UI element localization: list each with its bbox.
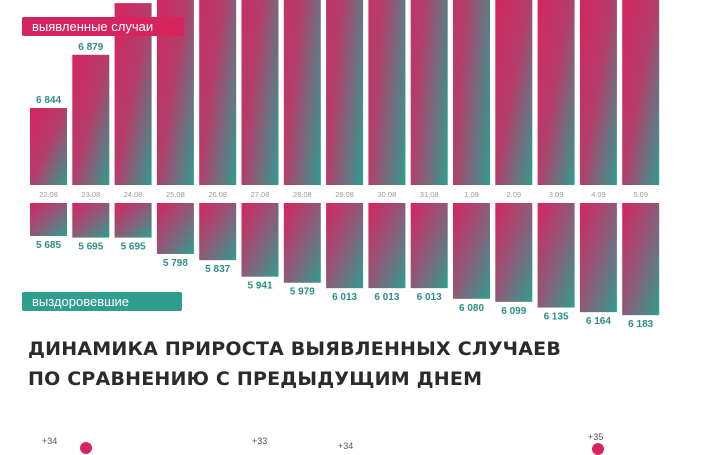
data-label-recovered: 6 080	[459, 303, 484, 314]
heading-line-2: ПО СРАВНЕНИЮ С ПРЕДЫДУЩИМ ДНЕМ	[28, 368, 483, 390]
data-label-recovered: 6 013	[417, 292, 442, 303]
bar-confirmed	[622, 0, 660, 185]
bar-recovered	[326, 203, 364, 289]
data-label-recovered: 6 164	[586, 316, 611, 327]
bar-confirmed	[537, 0, 575, 185]
data-label-recovered: 5 695	[121, 242, 146, 253]
date-tick-label: 1.09	[464, 190, 479, 199]
data-label-recovered: 5 979	[290, 287, 315, 298]
bar-confirmed	[199, 0, 237, 185]
date-tick-label: 29.08	[335, 190, 354, 199]
date-tick-label: 24.08	[124, 190, 143, 199]
date-tick-label: 5.09	[633, 190, 648, 199]
data-label-recovered: 6 013	[332, 292, 357, 303]
bar-recovered	[622, 203, 660, 316]
bar-confirmed	[283, 0, 321, 185]
delta-label: +33	[252, 436, 268, 446]
data-label-recovered: 6 183	[628, 319, 653, 330]
bar-confirmed	[326, 0, 364, 185]
bar-recovered	[453, 203, 490, 299]
date-tick-label: 28.08	[293, 190, 312, 199]
date-tick-label: 25.08	[166, 190, 185, 199]
bar-recovered	[72, 203, 110, 238]
section-heading: ДИНАМИКА ПРИРОСТА ВЫЯВЛЕННЫХ СЛУЧАЕВ ПО …	[28, 334, 561, 394]
bar-recovered	[241, 203, 279, 277]
bar-recovered	[114, 203, 152, 238]
data-label-recovered: 6 013	[374, 292, 399, 303]
date-tick-label: 31.08	[420, 190, 439, 199]
bar-recovered	[156, 203, 194, 254]
data-label-recovered: 6 099	[501, 306, 526, 317]
bar-confirmed	[368, 0, 406, 185]
bar-recovered	[283, 203, 321, 283]
data-label-recovered: 5 685	[36, 240, 61, 251]
bar-recovered	[410, 203, 448, 289]
heading-line-1: ДИНАМИКА ПРИРОСТА ВЫЯВЛЕННЫХ СЛУЧАЕВ	[28, 338, 562, 360]
legend-confirmed: выявленные случаи	[22, 17, 184, 36]
bar-confirmed	[579, 0, 617, 185]
data-label-recovered: 5 837	[205, 264, 230, 275]
bar-confirmed	[241, 0, 279, 185]
bar-confirmed	[72, 54, 110, 185]
data-label-confirmed: 6 879	[78, 42, 103, 53]
data-label-confirmed: 6 913	[121, 0, 146, 1]
data-label-confirmed: 6 844	[36, 95, 61, 106]
bar-confirmed	[495, 0, 533, 185]
data-label-recovered: 5 798	[163, 258, 188, 269]
date-tick-label: 2.09	[506, 190, 521, 199]
bar-recovered	[537, 203, 575, 308]
date-tick-label: 26.08	[208, 190, 227, 199]
bar-confirmed	[410, 0, 448, 185]
date-tick-label: 22.08	[39, 190, 58, 199]
delta-label: +34	[338, 441, 354, 451]
delta-marker	[592, 443, 604, 455]
date-tick-label: 23.08	[81, 190, 100, 199]
data-label-recovered: 5 941	[247, 281, 272, 292]
date-tick-label: 30.08	[378, 190, 397, 199]
recovered-bars: 5 685 5 695 5 695 5 798 5 837 5 941 5 979 6 013…	[30, 203, 660, 330]
bar-recovered	[579, 203, 617, 313]
bar-recovered	[30, 203, 67, 236]
date-tick-label: 3.09	[549, 190, 564, 199]
delta-marker	[80, 442, 92, 454]
bar-confirmed	[30, 108, 67, 185]
delta-label: +35	[588, 432, 604, 442]
legend-recovered: выздоровевшие	[22, 292, 182, 311]
bar-recovered	[495, 203, 533, 302]
date-axis: 22.08 23.08 24.08 25.08 26.08 27.08 28.08 29.08…	[39, 190, 648, 199]
date-tick-label: 27.08	[251, 190, 270, 199]
data-label-recovered: 5 695	[78, 242, 103, 253]
data-label-recovered: 6 135	[544, 312, 569, 323]
delta-label: +34	[42, 436, 58, 446]
bar-recovered	[368, 203, 406, 289]
bar-confirmed	[453, 0, 490, 186]
date-tick-label: 4.09	[591, 190, 606, 199]
bar-recovered	[199, 203, 237, 261]
